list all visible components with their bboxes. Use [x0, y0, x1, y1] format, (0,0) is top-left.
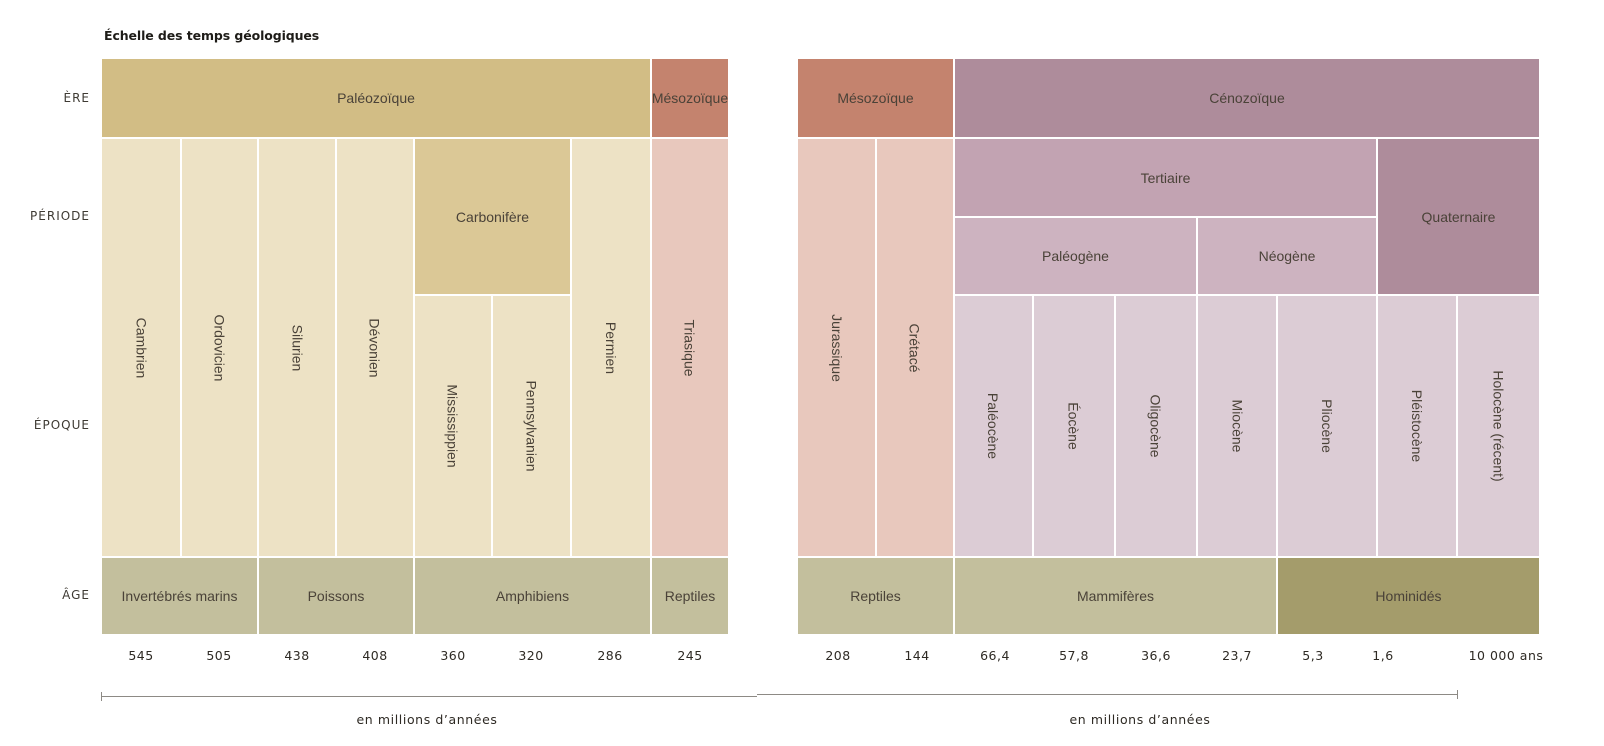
epoch-miocene: Miocène — [1197, 295, 1277, 557]
epoch-pliocene: Pliocène — [1277, 295, 1377, 557]
era-mesozoic-left: Mésozoïque — [651, 58, 729, 138]
age-amphibiens: Amphibiens — [414, 557, 651, 635]
tick-545: 545 — [128, 648, 154, 663]
era-cenozoic: Cénozoïque — [954, 58, 1540, 138]
epoch-oligocene: Oligocène — [1115, 295, 1197, 557]
tick-66-4: 66,4 — [980, 648, 1010, 663]
period-neogene: Néogène — [1197, 217, 1377, 295]
epoch-jurassique: Jurassique — [797, 138, 876, 557]
age-mammiferes: Mammifères — [954, 557, 1277, 635]
tick-408: 408 — [362, 648, 388, 663]
epoch-eocene: Éocène — [1033, 295, 1115, 557]
axis-right-cap — [1457, 690, 1458, 699]
tick-23-7: 23,7 — [1222, 648, 1252, 663]
epoch-holocene: Holocène (récent) — [1457, 295, 1540, 557]
tick-320: 320 — [518, 648, 544, 663]
tick-438: 438 — [284, 648, 310, 663]
row-label-era: ÈRE — [63, 91, 90, 105]
tick-360: 360 — [440, 648, 466, 663]
diagram-title: Échelle des temps géologiques — [104, 28, 320, 43]
tick-57-8: 57,8 — [1059, 648, 1089, 663]
epoch-permien: Permien — [571, 138, 651, 557]
era-paleozoic: Paléozoïque — [101, 58, 651, 138]
row-label-period: PÉRIODE — [30, 209, 90, 223]
tick-286: 286 — [597, 648, 623, 663]
epoch-paleocene: Paléocène — [954, 295, 1033, 557]
epoch-pleistocene: Pléistocène — [1377, 295, 1457, 557]
age-invertebres-marins: Invertébrés marins — [101, 557, 258, 635]
epoch-devonien: Dévonien — [336, 138, 414, 557]
age-reptiles-left: Reptiles — [651, 557, 729, 635]
unit-label-right: en millions d’années — [1069, 712, 1211, 727]
tick-5-3: 5,3 — [1302, 648, 1324, 663]
age-reptiles-right: Reptiles — [797, 557, 954, 635]
axis-line-right — [757, 694, 1457, 695]
period-paleogene: Paléogène — [954, 217, 1197, 295]
period-tertiaire: Tertiaire — [954, 138, 1377, 217]
unit-label-left: en millions d’années — [356, 712, 498, 727]
tick-144: 144 — [904, 648, 930, 663]
epoch-triasique: Triasique — [651, 138, 729, 557]
age-poissons: Poissons — [258, 557, 414, 635]
era-mesozoic-right: Mésozoïque — [797, 58, 954, 138]
tick-36-6: 36,6 — [1141, 648, 1171, 663]
tick-208: 208 — [825, 648, 851, 663]
tick-245: 245 — [677, 648, 703, 663]
tick-10000-ans: 10 000 ans — [1468, 648, 1544, 663]
row-label-epoch: ÉPOQUE — [33, 418, 90, 432]
epoch-mississippien: Mississippien — [414, 295, 492, 557]
epoch-cretace: Crétacé — [876, 138, 954, 557]
period-quaternaire: Quaternaire — [1377, 138, 1540, 295]
row-label-age: ÂGE — [62, 588, 90, 602]
axis-line-left — [101, 696, 757, 697]
epoch-pennsylvanien: Pennsylvanien — [492, 295, 571, 557]
tick-505: 505 — [206, 648, 232, 663]
age-hominides: Hominidés — [1277, 557, 1540, 635]
epoch-ordovicien: Ordovicien — [181, 138, 258, 557]
epoch-silurien: Silurien — [258, 138, 336, 557]
tick-1-6: 1,6 — [1372, 648, 1394, 663]
period-carbonifere: Carbonifère — [414, 138, 571, 295]
epoch-cambrien: Cambrien — [101, 138, 181, 557]
